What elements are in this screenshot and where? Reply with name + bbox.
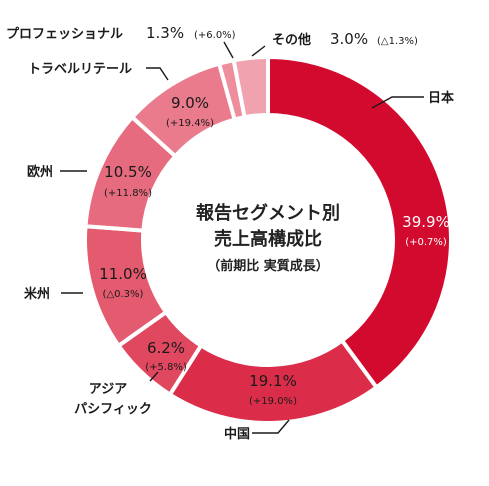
leader-line-asia-pacific — [149, 371, 159, 382]
leader-line-japan — [371, 96, 424, 109]
segment-label-other: その他 3.0% (△1.3%) — [272, 30, 418, 48]
segment-percent: 9.0% — [171, 94, 209, 112]
leader-line-travel-retail — [146, 67, 169, 81]
segment-name: 米州 — [24, 286, 50, 302]
donut-slice-0 — [266, 54, 453, 391]
center-title-line-1: 報告セグメント別 — [196, 202, 340, 224]
segment-change: (+6.0%) — [194, 30, 236, 41]
segment-name: 日本 — [428, 90, 454, 106]
donut-slice-7 — [231, 54, 270, 120]
segment-name-line-2: パシフィック — [74, 402, 152, 417]
segment-label-asia-pacific: アジア パシフィック 6.2% (+5.8%) — [74, 339, 187, 417]
segment-change: (+5.8%) — [145, 362, 187, 373]
center-subtitle: （前期比 実質成長） — [207, 258, 329, 274]
segment-change: (+19.0%) — [249, 396, 297, 407]
segment-name: その他 — [272, 32, 311, 48]
center-label: 報告セグメント別 売上高構成比 （前期比 実質成長） — [196, 202, 340, 274]
segment-name: トラベルリテール — [28, 62, 132, 77]
segment-name: 中国 — [224, 426, 250, 442]
segment-percent: 19.1% — [249, 372, 297, 390]
segment-name-line-1: アジア — [89, 382, 127, 397]
donut-slices — [83, 54, 453, 425]
segment-change: (+11.8%) — [104, 188, 152, 199]
segment-change: (+0.7%) — [405, 237, 447, 248]
center-title-line-2: 売上高構成比 — [214, 228, 322, 250]
segment-label-professional: プロフェッショナル 1.3% (+6.0%) — [6, 24, 236, 42]
segment-name: プロフェッショナル — [6, 27, 123, 42]
leader-line-professional — [223, 41, 234, 59]
segment-change: (+19.4%) — [166, 118, 214, 129]
segment-label-europe: 欧州 10.5% (+11.8%) — [27, 163, 152, 199]
segment-label-americas: 米州 11.0% (△0.3%) — [24, 265, 147, 302]
segment-name: 欧州 — [27, 164, 53, 180]
segment-percent: 1.3% — [146, 24, 184, 42]
segment-label-travel-retail: トラベルリテール 9.0% (+19.4%) — [28, 62, 214, 129]
leader-line-china — [252, 419, 290, 434]
segment-label-japan: 日本 39.9% (+0.7%) — [402, 90, 454, 248]
leader-lines — [60, 41, 424, 434]
segment-percent: 6.2% — [147, 339, 185, 357]
segment-percent: 11.0% — [99, 265, 147, 283]
segment-percent: 39.9% — [402, 213, 450, 231]
segment-label-china: 中国 19.1% (+19.0%) — [224, 372, 297, 442]
segment-percent: 3.0% — [330, 30, 368, 48]
segment-percent: 10.5% — [104, 163, 152, 181]
leader-line-other — [251, 45, 266, 57]
segment-change: (△1.3%) — [377, 36, 418, 47]
segment-change: (△0.3%) — [103, 289, 144, 300]
